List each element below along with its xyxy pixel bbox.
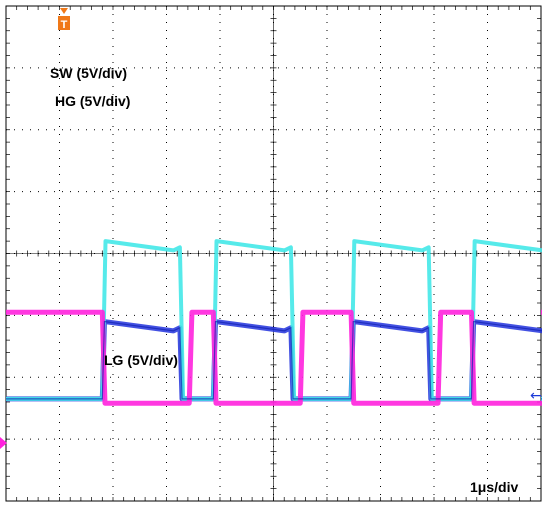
trigger-marker: T bbox=[58, 8, 70, 31]
svg-text:←: ← bbox=[530, 388, 542, 404]
waveform-traces bbox=[6, 239, 542, 406]
timebase-label: 1μs/div bbox=[470, 479, 518, 495]
lg-trace bbox=[6, 319, 542, 402]
left-ch-marker bbox=[0, 437, 7, 449]
hg-trace bbox=[6, 239, 542, 401]
sw-trace bbox=[6, 309, 542, 406]
hg-scale-label: HG (5V/div) bbox=[55, 93, 130, 109]
sw-scale-label: SW (5V/div) bbox=[50, 65, 127, 81]
svg-text:T: T bbox=[61, 19, 68, 31]
lg-trace-core bbox=[6, 320, 542, 400]
lg-scale-label: LG (5V/div) bbox=[104, 352, 178, 368]
ground-ref-marker: ← bbox=[530, 388, 542, 404]
